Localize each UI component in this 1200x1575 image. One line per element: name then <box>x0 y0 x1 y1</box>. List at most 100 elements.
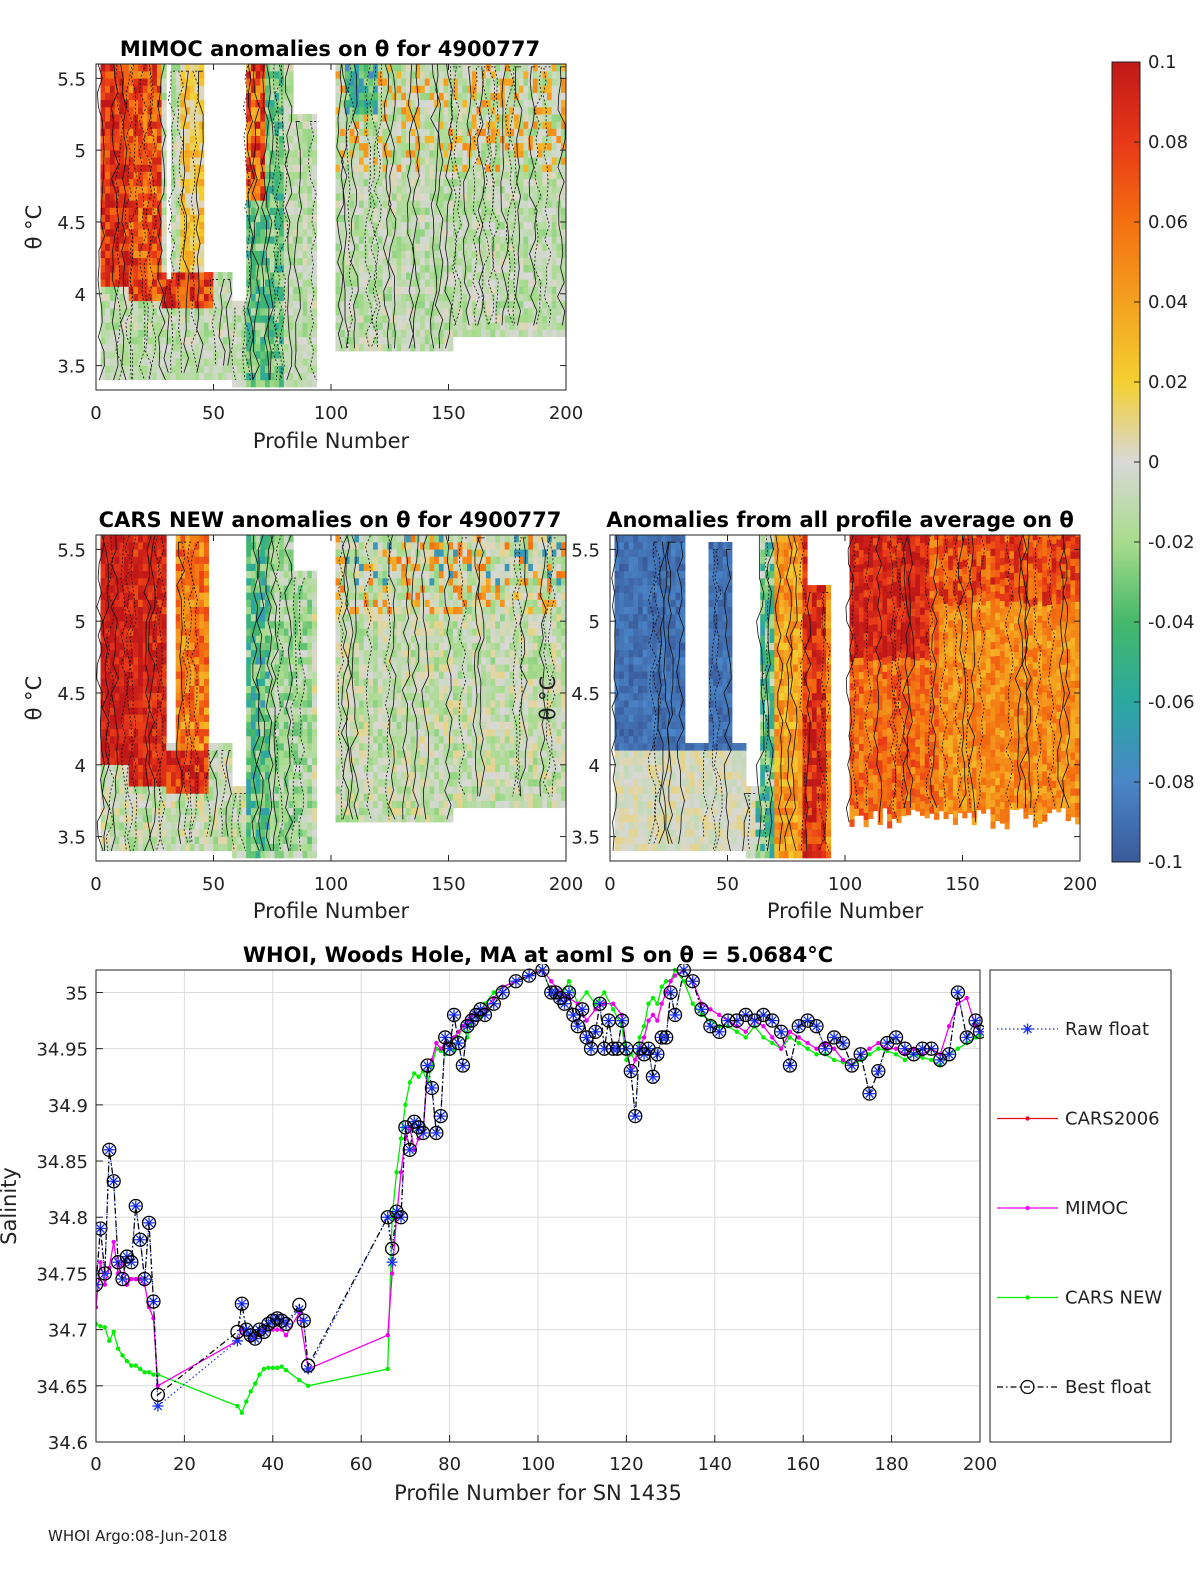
anomaly-cell <box>138 236 144 244</box>
anomaly-cell <box>265 343 271 352</box>
anomaly-cell <box>438 70 444 79</box>
anomaly-cell <box>166 843 172 852</box>
anomaly-cell <box>147 214 153 223</box>
anomaly-cell <box>246 664 252 672</box>
anomaly-cell <box>203 757 209 765</box>
anomaly-cell <box>227 358 233 366</box>
anomaly-cell <box>448 185 454 194</box>
anomaly-cell <box>199 307 205 316</box>
anomaly-cell <box>396 250 402 259</box>
anomaly-cell <box>354 228 360 237</box>
anomaly-contour <box>472 66 482 326</box>
anomaly-cell <box>105 200 111 208</box>
anomaly-cell <box>194 92 200 101</box>
anomaly-cell <box>124 207 130 215</box>
anomaly-cell <box>109 293 115 302</box>
anomaly-cell <box>551 272 557 280</box>
anomaly-cell <box>344 200 350 208</box>
anomaly-cell <box>194 128 200 137</box>
anomaly-cell <box>114 814 120 823</box>
anomaly-cell <box>105 692 111 701</box>
anomaly-cell <box>152 836 158 844</box>
anomaly-cell <box>467 121 473 129</box>
anomaly-cell <box>556 171 562 180</box>
anomaly-cell <box>537 121 543 129</box>
anomaly-cell <box>514 322 520 330</box>
anomaly-cell <box>138 685 144 694</box>
anomaly-cell <box>368 236 374 244</box>
anomaly-cell <box>250 556 256 564</box>
anomaly-cell <box>194 836 200 844</box>
anomaly-cell <box>147 236 153 244</box>
anomaly-cell <box>100 771 106 780</box>
anomaly-cell <box>410 78 416 86</box>
anomaly-cell <box>124 365 130 373</box>
anomaly-cell <box>424 171 430 180</box>
anomaly-cell <box>532 243 538 251</box>
anomaly-cell <box>250 257 256 266</box>
anomaly-cell <box>189 728 195 737</box>
anomaly-cell <box>387 257 393 266</box>
anomaly-cell <box>401 178 407 187</box>
anomaly-cell <box>297 329 303 338</box>
anomaly-cell <box>100 264 106 273</box>
anomaly-cell <box>189 685 195 694</box>
anomaly-cell <box>246 721 252 730</box>
anomaly-cell <box>109 822 115 830</box>
anomaly-cell <box>180 358 186 366</box>
anomaly-cell <box>532 185 538 194</box>
anomaly-contour <box>444 64 453 349</box>
anomaly-cell <box>420 200 426 208</box>
anomaly-cell <box>528 193 534 201</box>
anomaly-cell <box>124 822 130 830</box>
anomaly-cell <box>265 135 271 144</box>
anomaly-cell <box>354 114 360 122</box>
anomaly-cell <box>448 315 454 323</box>
anomaly-cell <box>138 307 144 316</box>
anomaly-cell <box>142 286 148 294</box>
anomaly-cell <box>124 771 130 780</box>
anomaly-cell <box>518 92 524 101</box>
anomaly-cell <box>213 365 219 373</box>
anomaly-cell <box>185 300 191 309</box>
anomaly-cell <box>443 343 449 352</box>
anomaly-cell <box>373 293 379 302</box>
anomaly-cell <box>269 257 275 266</box>
anomaly-cell <box>467 171 473 180</box>
anomaly-cell <box>171 307 177 316</box>
anomaly-cell <box>528 250 534 259</box>
anomaly-cell <box>255 315 261 323</box>
anomaly-cell <box>528 279 534 287</box>
anomaly-cell <box>396 157 402 165</box>
anomaly-cell <box>344 178 350 187</box>
anomaly-cell <box>142 336 148 345</box>
anomaly-cell <box>109 322 115 330</box>
anomaly-cell <box>222 279 228 287</box>
anomaly-cell <box>288 315 294 323</box>
anomaly-cell <box>208 843 214 852</box>
anomaly-cell <box>189 829 195 837</box>
anomaly-cell <box>377 106 383 115</box>
anomaly-cell <box>307 128 313 137</box>
anomaly-cell <box>185 714 191 722</box>
anomaly-cell <box>152 750 158 758</box>
anomaly-cell <box>175 685 181 694</box>
anomaly-cell <box>255 757 261 765</box>
anomaly-cell <box>438 243 444 251</box>
anomaly-cell <box>138 778 144 787</box>
anomaly-cell <box>128 764 134 773</box>
anomaly-cell <box>509 286 515 294</box>
anomaly-cell <box>265 193 271 201</box>
anomaly-cell <box>119 570 125 579</box>
anomaly-cell <box>354 257 360 266</box>
anomaly-cell <box>401 99 407 108</box>
anomaly-cell <box>128 771 134 780</box>
anomaly-cell <box>109 64 115 72</box>
anomaly-cell <box>199 721 205 730</box>
anomaly-cell <box>105 157 111 165</box>
anomaly-cell <box>142 264 148 273</box>
anomaly-cell <box>340 92 346 101</box>
anomaly-cell <box>504 272 510 280</box>
anomaly-cell <box>438 178 444 187</box>
anomaly-cell <box>128 814 134 823</box>
